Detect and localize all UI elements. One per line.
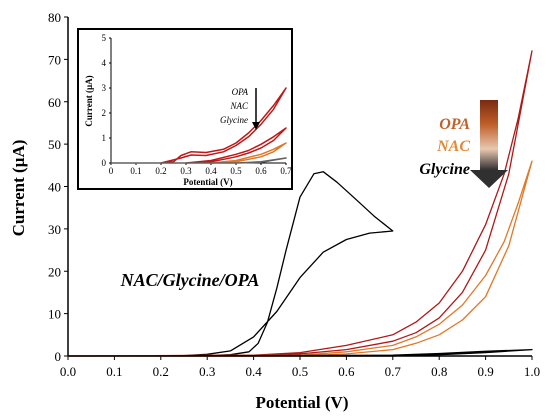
x-tick-label: 0.5 bbox=[292, 364, 308, 379]
y-tick-label: 10 bbox=[48, 307, 61, 322]
x-tick-label: 0.9 bbox=[477, 364, 493, 379]
y-axis-title: Current (µA) bbox=[9, 140, 28, 237]
x-tick-label: 0.2 bbox=[153, 364, 169, 379]
x-axis-title: Potential (V) bbox=[255, 393, 348, 412]
order-arrow bbox=[470, 100, 508, 188]
x-tick-label: 1.0 bbox=[524, 364, 540, 379]
inset-frame bbox=[77, 28, 293, 190]
x-tick-label: 0.8 bbox=[431, 364, 447, 379]
x-tick-label: 0.0 bbox=[60, 364, 76, 379]
inset-x-axis-title: Potential (V) bbox=[183, 177, 232, 187]
inset-series-line-2 bbox=[185, 127, 287, 164]
y-tick-label: 80 bbox=[48, 10, 61, 25]
inset-legend-glycine: Glycine bbox=[220, 115, 248, 125]
x-tick-label: 0.4 bbox=[245, 364, 262, 379]
inset-series-line-1 bbox=[160, 87, 287, 164]
inset-x-tick-label: 0.7 bbox=[280, 166, 292, 176]
inset-series-line-4 bbox=[111, 157, 287, 164]
inset-legend-opa: OPA bbox=[232, 87, 249, 97]
series-line-4 bbox=[67, 348, 533, 357]
main-series-group bbox=[67, 50, 533, 357]
inset-y-tick-label: 1 bbox=[102, 133, 107, 143]
y-tick-label: 50 bbox=[48, 137, 61, 152]
y-tick-label: 40 bbox=[48, 180, 61, 195]
series-line-1 bbox=[67, 171, 394, 357]
inset-x-tick-label: 0.6 bbox=[255, 166, 267, 176]
legend-glycine: Glycine bbox=[419, 161, 470, 178]
inset-x-tick-label: 0.5 bbox=[230, 166, 242, 176]
inset-arrow bbox=[252, 88, 260, 130]
inset-y-axis-title: Current (µA) bbox=[84, 75, 94, 126]
inset-y-tick-label: 4 bbox=[102, 58, 107, 68]
inset-y-tick-label: 0 bbox=[102, 158, 107, 168]
x-tick-label: 0.7 bbox=[385, 364, 402, 379]
y-tick-label: 70 bbox=[48, 52, 61, 67]
series-line-3 bbox=[67, 160, 533, 357]
main-axes: 0.0 0.1 0.2 0.3 0.4 0.5 0.6 0.7 0.8 0.9 1.00102030… bbox=[48, 10, 540, 379]
legend-opa: OPA bbox=[439, 116, 470, 133]
inset-legend-nac: NAC bbox=[229, 101, 249, 111]
x-tick-label: 0.6 bbox=[338, 364, 355, 379]
inset-x-tick-label: 0.1 bbox=[130, 166, 141, 176]
x-tick-label: 0.1 bbox=[106, 364, 122, 379]
legend-nac: NAC bbox=[436, 138, 470, 155]
inset-x-tick-label: 0 bbox=[109, 166, 114, 176]
inset-series-group bbox=[111, 87, 287, 164]
y-tick-label: 0 bbox=[55, 349, 62, 364]
inset-y-tick-label: 5 bbox=[102, 33, 107, 43]
mixture-annotation: NAC/Glycine/OPA bbox=[120, 270, 260, 290]
inset-x-tick-label: 0.2 bbox=[155, 166, 166, 176]
y-tick-label: 20 bbox=[48, 264, 61, 279]
inset-y-tick-label: 2 bbox=[102, 108, 107, 118]
inset-series-line-3 bbox=[210, 142, 287, 164]
y-tick-label: 30 bbox=[48, 222, 61, 237]
inset-x-tick-label: 0.3 bbox=[180, 166, 192, 176]
inset-x-tick-label: 0.4 bbox=[205, 166, 217, 176]
inset-y-tick-label: 3 bbox=[102, 83, 107, 93]
series-line-2 bbox=[67, 50, 533, 357]
x-tick-label: 0.3 bbox=[199, 364, 215, 379]
y-tick-label: 60 bbox=[48, 95, 61, 110]
